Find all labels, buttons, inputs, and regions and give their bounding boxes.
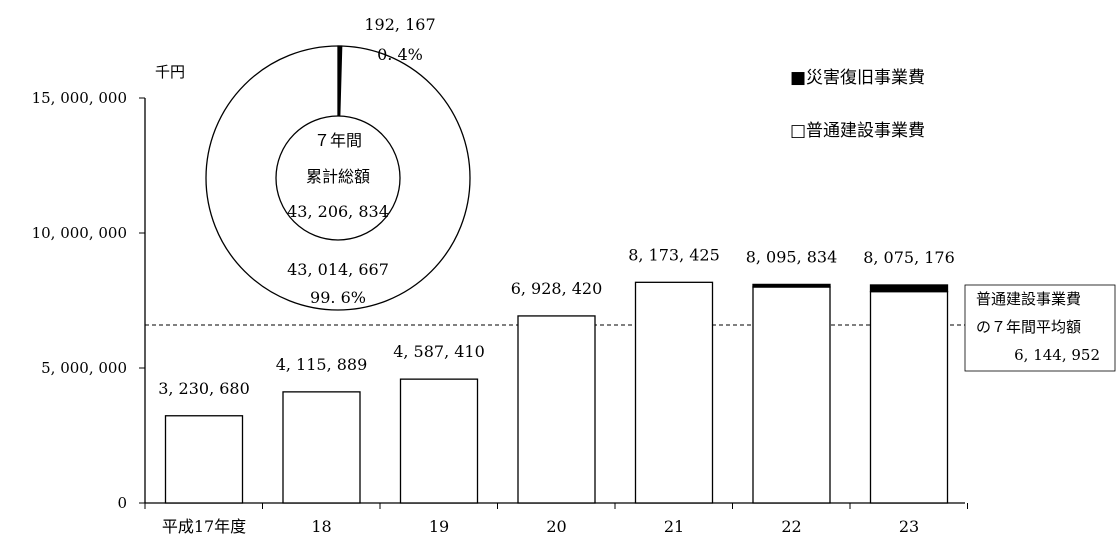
axes: 千円 0 5, 000, 000 10, 000, 000 15, 000, 000 平成… — [32, 63, 968, 536]
y-tick-label: 0 — [117, 494, 127, 512]
legend-disaster-recovery: ■災害復旧事業費 — [790, 68, 925, 88]
bar-total-label: 8, 173, 425 — [628, 245, 720, 264]
bar-general-construction — [634, 281, 714, 504]
average-note-line-2: の７年間平均額 — [976, 318, 1081, 336]
x-tick-label: 21 — [664, 517, 684, 536]
donut-disaster-value-label: 192, 167 — [364, 15, 435, 34]
average-note-box — [964, 284, 1116, 372]
bar-disaster-recovery — [752, 283, 831, 288]
x-tick-label: 23 — [899, 517, 919, 536]
average-note-line-3: 6, 144, 952 — [1014, 346, 1100, 364]
x-tick-label: 平成17年度 — [162, 517, 246, 536]
bar-total-label: 4, 587, 410 — [393, 342, 485, 361]
bar-total-label: 8, 075, 176 — [863, 248, 955, 267]
donut-inner-ring — [275, 115, 401, 241]
y-tick-label: 10, 000, 000 — [32, 224, 127, 242]
y-tick-label: 5, 000, 000 — [41, 359, 127, 377]
x-tick-label: 18 — [311, 517, 331, 536]
donut-general-value-label: 43, 014, 667 — [287, 260, 389, 279]
y-tick-label: 15, 000, 000 — [32, 89, 127, 107]
bar-general-construction — [282, 391, 361, 504]
x-tick-label: 22 — [781, 517, 801, 536]
bars — [164, 281, 949, 504]
x-tick-label: 19 — [429, 517, 449, 536]
bar-disaster-recovery — [869, 284, 949, 293]
bar-general-construction — [752, 286, 831, 504]
y-axis-unit: 千円 — [155, 63, 185, 81]
bar-total-label: 6, 928, 420 — [511, 279, 603, 298]
bar-general-construction — [164, 415, 244, 504]
average-note-line-1: 普通建設事業費 — [976, 290, 1081, 308]
legend-general-construction: □普通建設事業費 — [790, 121, 925, 141]
value-labels: 3, 230, 680 4, 115, 889 4, 587, 410 6, 928,… — [158, 245, 955, 397]
bar-total-label: 4, 115, 889 — [276, 355, 368, 374]
bar-general-construction — [869, 290, 949, 504]
legend: ■災害復旧事業費 □普通建設事業費 — [790, 68, 925, 141]
donut-general-pct-label: 99. 6% — [310, 288, 366, 307]
donut-center-line-3: 43, 206, 834 — [287, 202, 389, 221]
bar-general-construction — [399, 378, 479, 504]
bar-general-construction — [517, 315, 596, 504]
bar-total-label: 8, 095, 834 — [746, 247, 838, 266]
donut-center-line-1: ７年間 — [314, 131, 362, 150]
x-tick-label: 20 — [546, 517, 566, 536]
donut-disaster-pct-label: 0. 4% — [377, 45, 423, 64]
bar-total-label: 3, 230, 680 — [158, 379, 250, 398]
donut-center-line-2: 累計総額 — [306, 167, 370, 186]
